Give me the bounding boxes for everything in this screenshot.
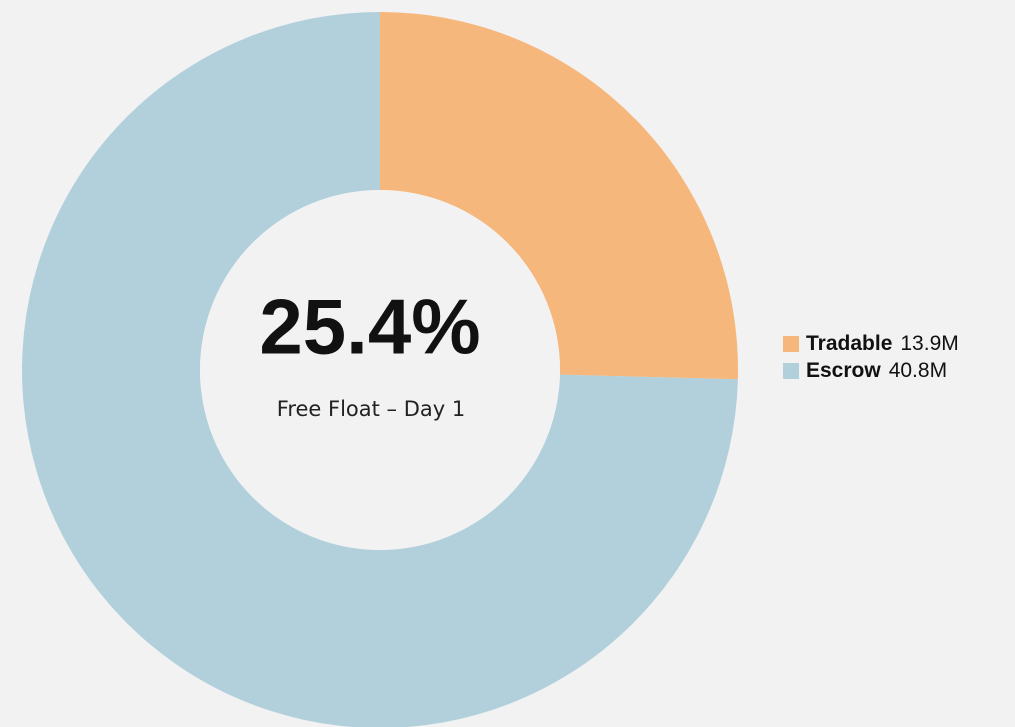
- legend-name: Escrow: [806, 359, 881, 382]
- legend-entry: Tradable 13.9M: [806, 332, 959, 355]
- legend-value: 13.9M: [900, 332, 958, 355]
- slice: [22, 12, 738, 727]
- slice: [380, 12, 738, 380]
- center-title: 25.4%: [259, 283, 480, 371]
- legend-swatch: [783, 336, 799, 352]
- slices: [22, 12, 738, 727]
- legend-name: Tradable: [806, 332, 892, 355]
- legend: Tradable 13.9M Escrow 40.8M: [783, 332, 959, 382]
- legend-value: 40.8M: [889, 359, 947, 382]
- legend-swatch: [783, 363, 799, 379]
- center-subtitle: Free Float – Day 1: [277, 397, 465, 421]
- legend-entry: Escrow 40.8M: [806, 359, 947, 382]
- donut-hole: [200, 190, 560, 550]
